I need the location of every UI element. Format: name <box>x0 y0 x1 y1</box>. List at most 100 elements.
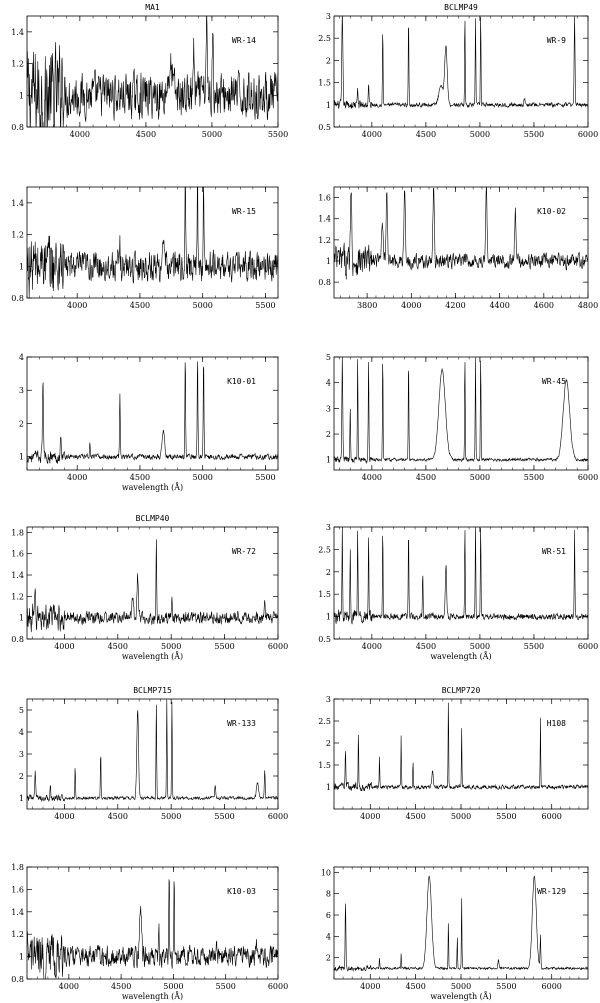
x-tick-label: 3800 <box>357 301 377 310</box>
spectrum-line <box>334 702 588 792</box>
y-tick-label: 1.4 <box>11 199 24 208</box>
object-label: WR-45 <box>542 377 566 386</box>
y-tick-label: 0.8 <box>11 294 24 303</box>
y-tick-label: 1.5 <box>318 761 331 770</box>
y-tick-label: 0.5 <box>318 123 331 132</box>
x-tick-label: 4600 <box>534 301 554 310</box>
y-tick-label: 3 <box>19 386 24 395</box>
spectrum-panel-12: 4000 4500 5000 5500 6000 2 4 6 8 10 WR-129 waveleng… <box>321 866 589 1001</box>
y-tick-label: 3 <box>326 523 331 532</box>
y-tick-label: 1.6 <box>318 194 331 203</box>
x-tick-label: 5000 <box>161 812 181 821</box>
y-tick-label: 1 <box>19 453 24 462</box>
y-tick-label: 8 <box>326 890 331 899</box>
panel-title: BCLMP720 <box>442 686 481 695</box>
y-tick-label: 1 <box>19 262 24 271</box>
x-tick-label: 4000 <box>362 642 382 651</box>
plot-frame <box>26 186 279 299</box>
y-tick-label: 0.8 <box>318 278 331 287</box>
x-tick-label: 5000 <box>193 301 213 310</box>
y-tick-label: 1.4 <box>11 571 24 580</box>
y-tick-label: 0.8 <box>11 635 24 644</box>
object-label: WR-51 <box>542 547 566 556</box>
x-tick-label: 5000 <box>161 642 181 651</box>
x-tick-label: 4500 <box>111 982 131 991</box>
x-tick-label: 6000 <box>578 130 598 139</box>
y-tick-label: 5 <box>19 706 24 715</box>
y-tick-label: 2 <box>326 430 331 439</box>
x-tick-label: 5000 <box>451 982 471 991</box>
plot-frame <box>26 698 279 810</box>
x-tick-label: 4000 <box>70 130 90 139</box>
x-tick-label: 6000 <box>268 982 288 991</box>
object-label: WR-9 <box>547 36 566 45</box>
x-tick-label: 4000 <box>54 642 74 651</box>
x-tick-label: 4500 <box>416 130 436 139</box>
x-tick-label: 4800 <box>578 301 598 310</box>
x-axis-label: wavelength (Å) <box>430 652 491 661</box>
y-tick-label: 1 <box>326 613 331 622</box>
y-tick-label: 2 <box>326 739 331 748</box>
x-axis-label: wavelength (Å) <box>430 992 491 1001</box>
panel-title: BCLMP715 <box>133 686 172 695</box>
plot-frame <box>26 526 279 640</box>
y-tick-label: 0.5 <box>318 635 331 644</box>
plot-frame <box>333 526 589 640</box>
y-tick-label: 1.2 <box>11 930 24 939</box>
object-label: WR-14 <box>232 36 256 45</box>
y-tick-label: 10 <box>321 868 331 877</box>
y-tick-label: 2.5 <box>318 545 331 554</box>
spectrum-panel-6: 4000 4500 5000 5500 6000 1 2 3 4 5 WR-45 <box>326 353 598 482</box>
y-tick-label: 4 <box>326 932 331 941</box>
x-tick-label: 4000 <box>401 301 421 310</box>
object-label: WR-133 <box>227 719 256 728</box>
y-tick-label: 1.2 <box>11 592 24 601</box>
y-tick-label: 1 <box>326 783 331 792</box>
panel-title: BCLMP40 <box>136 514 170 523</box>
spectrum-line <box>334 875 588 972</box>
object-label: K10-03 <box>227 887 256 896</box>
object-label: WR-129 <box>537 887 566 896</box>
y-tick-label: 1.6 <box>11 885 24 894</box>
object-label: K10-02 <box>537 207 566 216</box>
spectrum-line <box>27 187 278 298</box>
x-tick-label: 4000 <box>362 473 382 482</box>
x-tick-label: 5000 <box>470 473 490 482</box>
y-tick-label: 3 <box>326 404 331 413</box>
y-tick-label: 1 <box>326 101 331 110</box>
panel-title: BCLMP49 <box>444 3 478 12</box>
x-tick-label: 5500 <box>496 982 516 991</box>
spectrum-panel-9: 4000 4500 5000 5500 6000 1 2 3 4 5 BCLMP715 WR-133 <box>19 686 288 821</box>
x-tick-label: 5000 <box>193 473 213 482</box>
spectrum-panel-3: 4000 4500 5000 5500 0.8 1 1.2 1.4 WR-15 <box>11 186 279 310</box>
x-tick-label: 5000 <box>451 812 471 821</box>
y-tick-label: 2 <box>326 568 331 577</box>
spectrum-panel-7: 4000 4500 5000 5500 6000 0.8 1 1.2 1.4 1.6 1.8 BCLM… <box>11 514 288 661</box>
x-tick-label: 5000 <box>470 642 490 651</box>
x-tick-label: 5500 <box>216 982 236 991</box>
y-tick-label: 1 <box>326 456 331 465</box>
x-axis-label: wavelength (Å) <box>122 992 183 1001</box>
y-tick-label: 3 <box>19 750 24 759</box>
spectrum-line <box>334 527 588 625</box>
y-tick-label: 1.2 <box>318 236 331 245</box>
y-tick-label: 2.5 <box>318 717 331 726</box>
object-label: H108 <box>547 719 566 728</box>
x-tick-label: 4000 <box>360 982 380 991</box>
y-tick-label: 1.2 <box>11 231 24 240</box>
x-tick-label: 4500 <box>416 473 436 482</box>
x-tick-label: 5000 <box>470 130 490 139</box>
spectrum-panel-2: 4000 4500 5000 5500 6000 0.5 1 1.5 2 2.5 3 BCLMP49 W… <box>318 3 598 139</box>
x-tick-label: 4500 <box>108 642 128 651</box>
y-tick-label: 1 <box>19 953 24 962</box>
spectrum-panel-8: 4000 4500 5000 5500 6000 0.5 1 1.5 2 2.5 3 WR-51 wav… <box>318 523 598 661</box>
y-tick-label: 2 <box>326 954 331 963</box>
x-tick-label: 5500 <box>496 812 516 821</box>
plot-frame <box>333 186 589 299</box>
x-tick-label: 4500 <box>130 301 150 310</box>
x-tick-label: 5500 <box>524 130 544 139</box>
spectrum-panel-5: 4000 4500 5000 5500 1 2 3 4 K10-01 wavelength (Å) <box>19 353 279 492</box>
spectrum-line <box>27 879 278 979</box>
plot-frame <box>26 866 279 980</box>
y-tick-label: 1 <box>19 91 24 100</box>
